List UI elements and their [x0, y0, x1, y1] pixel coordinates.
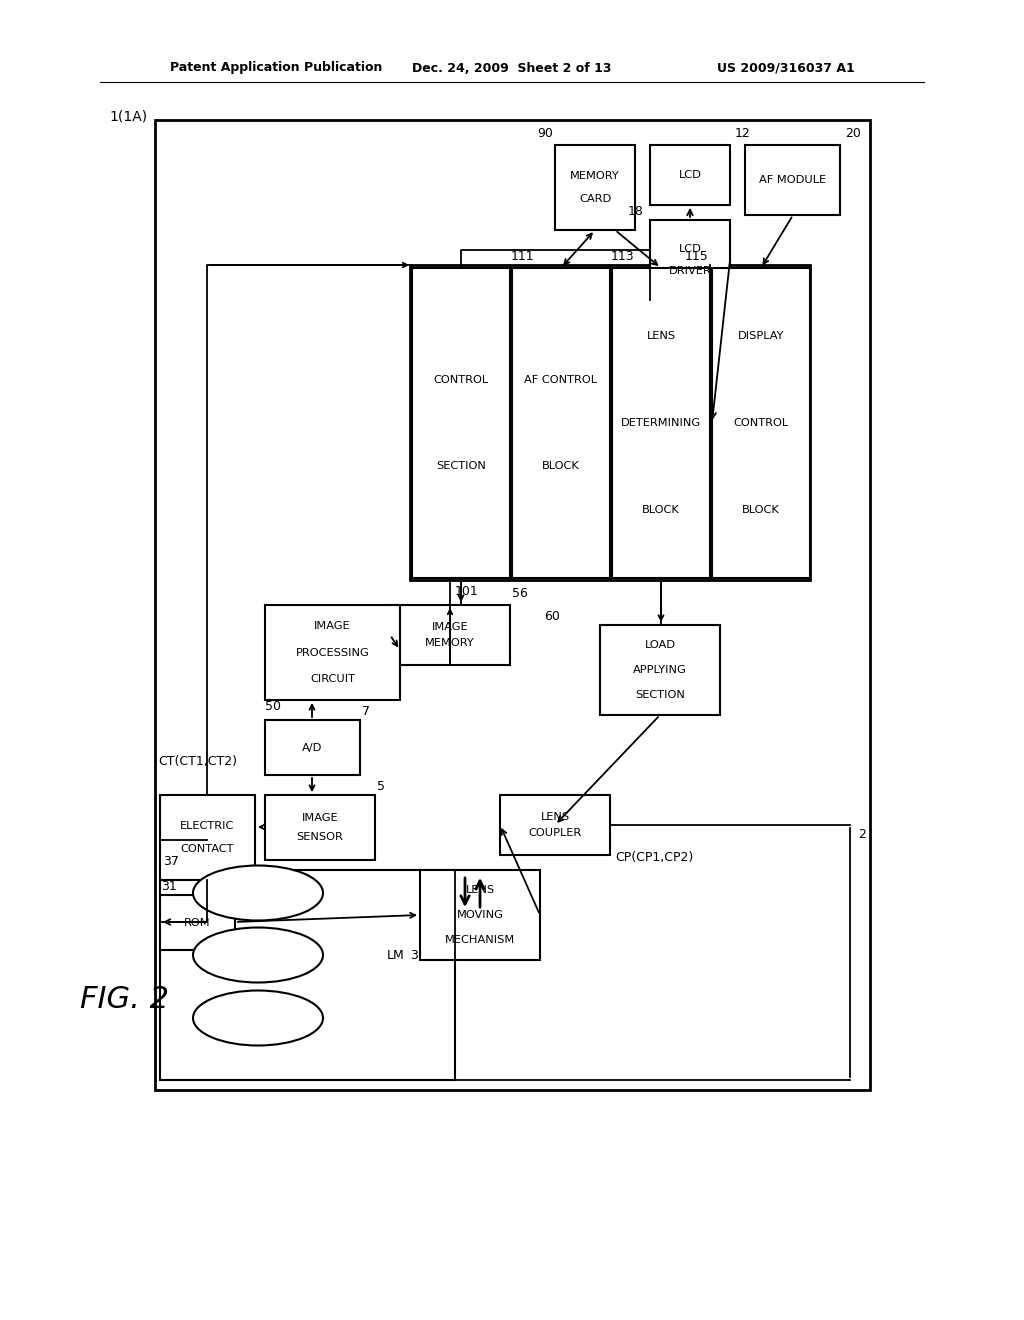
Text: US 2009/316037 A1: US 2009/316037 A1: [717, 62, 855, 74]
Text: CP(CP1,CP2): CP(CP1,CP2): [615, 851, 693, 865]
Text: 101: 101: [455, 585, 479, 598]
Text: Patent Application Publication: Patent Application Publication: [170, 62, 382, 74]
Text: LOAD: LOAD: [644, 640, 676, 649]
Text: FIG. 2: FIG. 2: [81, 986, 170, 1015]
Bar: [512, 268, 610, 578]
Text: 37: 37: [163, 855, 179, 869]
Text: DETERMINING: DETERMINING: [621, 418, 701, 428]
Bar: [155, 120, 870, 1090]
Text: BLOCK: BLOCK: [542, 462, 580, 471]
Text: AF CONTROL: AF CONTROL: [524, 375, 597, 384]
Text: ROM: ROM: [184, 917, 211, 928]
Bar: [160, 895, 234, 950]
Text: IMAGE: IMAGE: [432, 622, 468, 631]
Ellipse shape: [193, 928, 323, 982]
Text: 5: 5: [377, 780, 385, 793]
Text: MOVING: MOVING: [457, 909, 504, 920]
Text: IMAGE: IMAGE: [302, 813, 338, 824]
Bar: [650, 145, 730, 205]
Text: IMAGE: IMAGE: [314, 620, 351, 631]
Text: LCD: LCD: [679, 244, 701, 253]
Text: SECTION: SECTION: [436, 462, 486, 471]
Text: 115: 115: [685, 249, 709, 263]
Text: 50: 50: [265, 700, 281, 713]
Bar: [500, 795, 610, 855]
Bar: [265, 605, 400, 700]
Bar: [160, 795, 255, 880]
Text: A/D: A/D: [302, 742, 323, 752]
Text: 31: 31: [161, 880, 177, 894]
Bar: [650, 220, 730, 300]
Text: CT(CT1,CT2): CT(CT1,CT2): [158, 755, 237, 768]
Text: COUPLER: COUPLER: [528, 829, 582, 838]
Text: CONTROL: CONTROL: [433, 375, 488, 384]
Text: 7: 7: [362, 705, 370, 718]
Bar: [265, 719, 360, 775]
Text: 1(1A): 1(1A): [110, 110, 148, 124]
Bar: [420, 870, 540, 960]
Ellipse shape: [193, 990, 323, 1045]
Bar: [600, 624, 720, 715]
Ellipse shape: [193, 866, 323, 920]
Text: LM: LM: [387, 949, 406, 962]
Text: DISPLAY: DISPLAY: [737, 331, 784, 341]
Text: LENS: LENS: [466, 884, 495, 895]
Text: LCD: LCD: [679, 170, 701, 180]
Text: 56: 56: [512, 587, 528, 601]
Text: AF MODULE: AF MODULE: [759, 176, 826, 185]
Bar: [712, 268, 810, 578]
Text: MECHANISM: MECHANISM: [444, 935, 515, 945]
Bar: [612, 268, 710, 578]
Text: BLOCK: BLOCK: [742, 504, 780, 515]
Text: 18: 18: [628, 205, 644, 218]
Text: SECTION: SECTION: [635, 690, 685, 700]
Text: 111: 111: [511, 249, 535, 263]
Text: LENS: LENS: [646, 331, 676, 341]
Text: CARD: CARD: [579, 194, 611, 205]
Text: 60: 60: [544, 610, 560, 623]
Text: LENS: LENS: [541, 812, 569, 821]
Text: CIRCUIT: CIRCUIT: [310, 675, 355, 684]
Bar: [555, 145, 635, 230]
Text: BLOCK: BLOCK: [642, 504, 680, 515]
Text: Dec. 24, 2009  Sheet 2 of 13: Dec. 24, 2009 Sheet 2 of 13: [413, 62, 611, 74]
Bar: [412, 268, 510, 578]
Bar: [265, 795, 375, 861]
Text: CONTACT: CONTACT: [181, 845, 234, 854]
Text: CONTROL: CONTROL: [733, 418, 788, 428]
Text: ELECTRIC: ELECTRIC: [180, 821, 234, 830]
Text: DRIVER: DRIVER: [669, 267, 712, 276]
Bar: [390, 605, 510, 665]
Text: 3: 3: [410, 949, 418, 962]
Text: 113: 113: [611, 249, 635, 263]
Bar: [160, 870, 455, 1080]
Text: PROCESSING: PROCESSING: [296, 648, 370, 657]
Bar: [410, 265, 810, 579]
Bar: [745, 145, 840, 215]
Text: 2: 2: [858, 829, 866, 842]
Text: SENSOR: SENSOR: [297, 832, 343, 842]
Text: MEMORY: MEMORY: [570, 170, 620, 181]
Text: 12: 12: [735, 127, 751, 140]
Text: 20: 20: [845, 127, 861, 140]
Text: APPLYING: APPLYING: [633, 665, 687, 675]
Text: 90: 90: [538, 127, 553, 140]
Text: MEMORY: MEMORY: [425, 639, 475, 648]
